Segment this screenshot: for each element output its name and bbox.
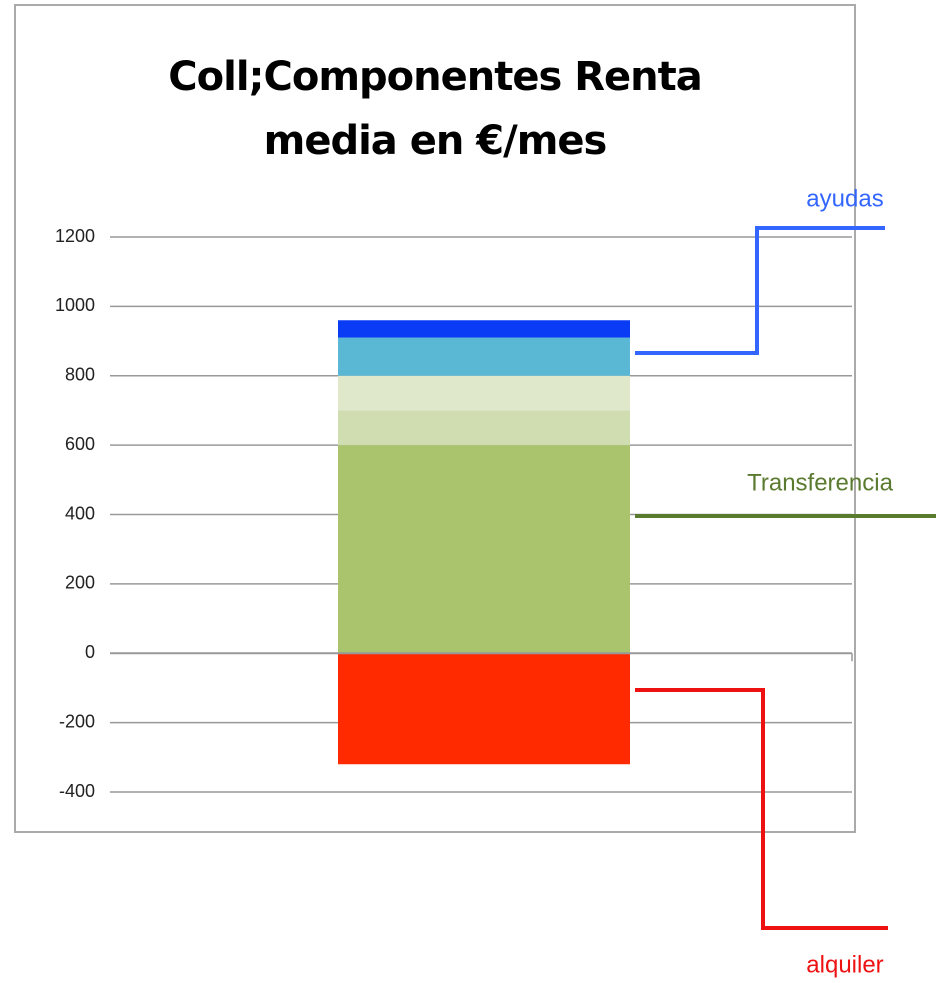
bar-segment <box>338 653 630 765</box>
bar-segment <box>338 337 630 376</box>
y-tick-label: 600 <box>65 434 95 454</box>
bar-segment <box>338 375 630 411</box>
chart-title: Coll;Componentes Renta media en €/mes <box>168 54 702 164</box>
bar-segment <box>338 410 630 446</box>
y-tick-label: 800 <box>65 365 95 385</box>
annotation: ayudas <box>806 185 883 212</box>
y-tick-label: 0 <box>85 642 95 662</box>
y-tick-label: 1000 <box>55 295 95 315</box>
y-tick-label: 1200 <box>55 226 95 246</box>
y-tick-label: -200 <box>59 711 95 731</box>
y-tick-label: 200 <box>65 573 95 593</box>
y-tick-label: -400 <box>59 781 95 801</box>
leader-line <box>635 226 885 355</box>
annotation: Transferencia <box>747 469 893 496</box>
bar-segment <box>338 320 630 338</box>
y-tick-label: 400 <box>65 503 95 523</box>
bar-segment <box>338 445 630 654</box>
leader-line <box>635 688 888 930</box>
annotation: alquiler <box>806 951 883 978</box>
